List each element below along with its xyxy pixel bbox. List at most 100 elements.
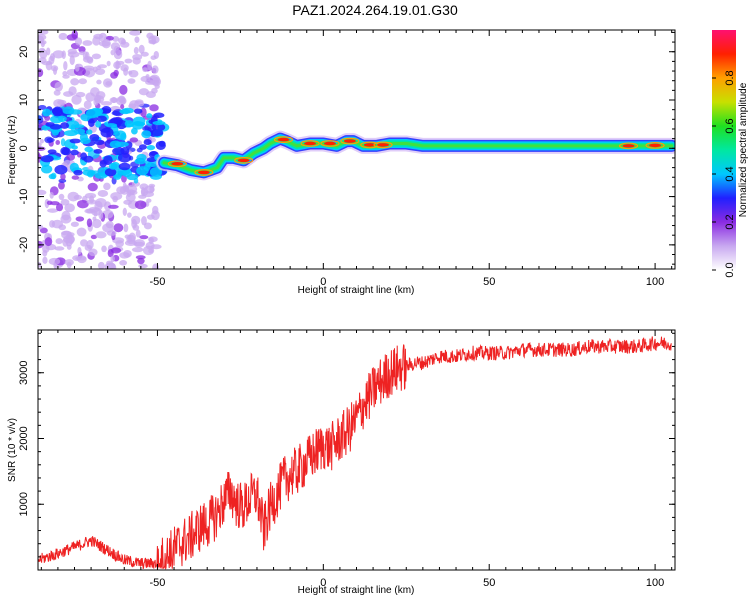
colorbar-tick-label: 0.6 — [724, 118, 736, 133]
colorbar-ticks: 0.0 0.2 0.4 0.6 0.8 — [712, 70, 736, 278]
signal-blob — [58, 115, 67, 123]
noise-blob — [125, 192, 136, 202]
noise-blob — [123, 223, 129, 233]
noise-blob — [127, 78, 136, 84]
noise-blob — [71, 30, 78, 40]
snr-y-axis-title: SNR (10 * v/v) — [7, 418, 18, 482]
noise-blob — [92, 66, 98, 73]
noise-blob — [44, 237, 53, 247]
signal-blob — [84, 146, 93, 153]
signal-blob — [68, 109, 83, 115]
signal-blob — [126, 173, 139, 181]
noise-blob — [46, 137, 55, 143]
noise-blob — [147, 60, 152, 71]
noise-blob — [82, 51, 88, 60]
noise-blob — [124, 234, 131, 239]
snr-x-axis-title: Height of straight line (km) — [298, 585, 415, 596]
noise-blob — [103, 182, 111, 191]
x-tick-label: 100 — [646, 276, 664, 288]
signal-blob — [124, 120, 134, 128]
y-tick-label: -10 — [18, 189, 30, 205]
noise-blob — [90, 234, 97, 240]
noise-blob — [106, 60, 111, 67]
noise-blob — [62, 71, 68, 77]
noise-blob — [86, 239, 94, 250]
x-tick-label: 0 — [320, 577, 326, 589]
noise-blob — [112, 36, 120, 42]
noise-blob — [141, 216, 147, 226]
signal-blob — [152, 120, 166, 126]
signal-blob — [49, 124, 62, 130]
x-tick-label: 50 — [483, 577, 495, 589]
noise-blob — [110, 42, 121, 51]
ridge-hotspot — [171, 161, 184, 166]
noise-blob — [80, 239, 88, 247]
signal-blob — [93, 149, 103, 154]
noise-blob — [101, 245, 107, 253]
noise-blob — [128, 103, 137, 109]
noise-blob — [149, 80, 160, 86]
noise-blob — [63, 60, 68, 71]
noise-blob — [85, 92, 96, 102]
noise-blob — [47, 208, 59, 213]
y-tick-label: 20 — [18, 46, 30, 58]
x-tick-label: 100 — [646, 577, 664, 589]
noise-blob — [38, 142, 42, 147]
noise-blob — [38, 34, 47, 41]
noise-blob — [107, 204, 119, 209]
noise-blob — [152, 205, 159, 215]
noise-blob — [75, 216, 85, 222]
ridge-hotspot-ring — [340, 137, 360, 145]
noise-blob — [53, 89, 61, 96]
spectrogram-x-ticks: -50 0 50 100 — [40, 30, 673, 288]
noise-blob — [38, 30, 49, 35]
noise-blob — [55, 140, 61, 145]
ridge-hotspot-ring — [373, 141, 393, 149]
spectrogram-image — [38, 30, 675, 269]
noise-blob — [110, 49, 115, 56]
noise-blob — [137, 257, 145, 265]
ridge-hotspot-ring — [194, 169, 214, 176]
signal-blob — [73, 169, 83, 176]
snr-panel: -50 0 50 100 1000 2000 3000 Height of straigh… — [7, 329, 676, 596]
signal-blob — [85, 108, 99, 119]
noise-blob — [60, 173, 66, 181]
noise-blob — [150, 55, 157, 60]
signal-blob — [100, 127, 114, 138]
noise-blob — [64, 203, 75, 213]
noise-blob — [39, 227, 48, 234]
noise-blob — [42, 249, 48, 257]
y-tick-label: 2000 — [18, 426, 30, 450]
ridge-hotspot — [304, 141, 317, 146]
signal-blob — [119, 108, 131, 115]
noise-blob — [95, 231, 107, 239]
signal-blob — [120, 146, 130, 155]
signal-blob — [52, 106, 63, 117]
signal-blob — [153, 112, 165, 118]
signal-blob — [141, 130, 152, 139]
noise-blob — [110, 263, 117, 269]
noise-blob — [54, 81, 63, 92]
signal-blob — [79, 137, 91, 145]
noise-blob — [134, 36, 140, 43]
noise-blob — [92, 216, 97, 221]
noise-blob — [134, 200, 147, 210]
ridge-hotspot-ring — [618, 142, 639, 150]
noise-blob — [127, 212, 132, 218]
ridge-hotspot — [343, 139, 356, 143]
noise-blob — [61, 210, 71, 221]
signal-blob — [89, 133, 100, 142]
signal-blob — [146, 144, 156, 151]
signal-blob — [71, 145, 78, 150]
noise-blob — [143, 222, 152, 230]
noise-blob — [77, 247, 82, 255]
signal-blob — [133, 108, 143, 114]
noise-blob — [152, 263, 159, 269]
noise-blob — [69, 55, 75, 66]
noise-blob — [129, 137, 139, 143]
signal-blob — [73, 128, 86, 135]
noise-blob — [78, 46, 86, 53]
noise-blob — [96, 79, 102, 85]
noise-blob — [107, 248, 114, 258]
noise-blob — [119, 84, 128, 95]
